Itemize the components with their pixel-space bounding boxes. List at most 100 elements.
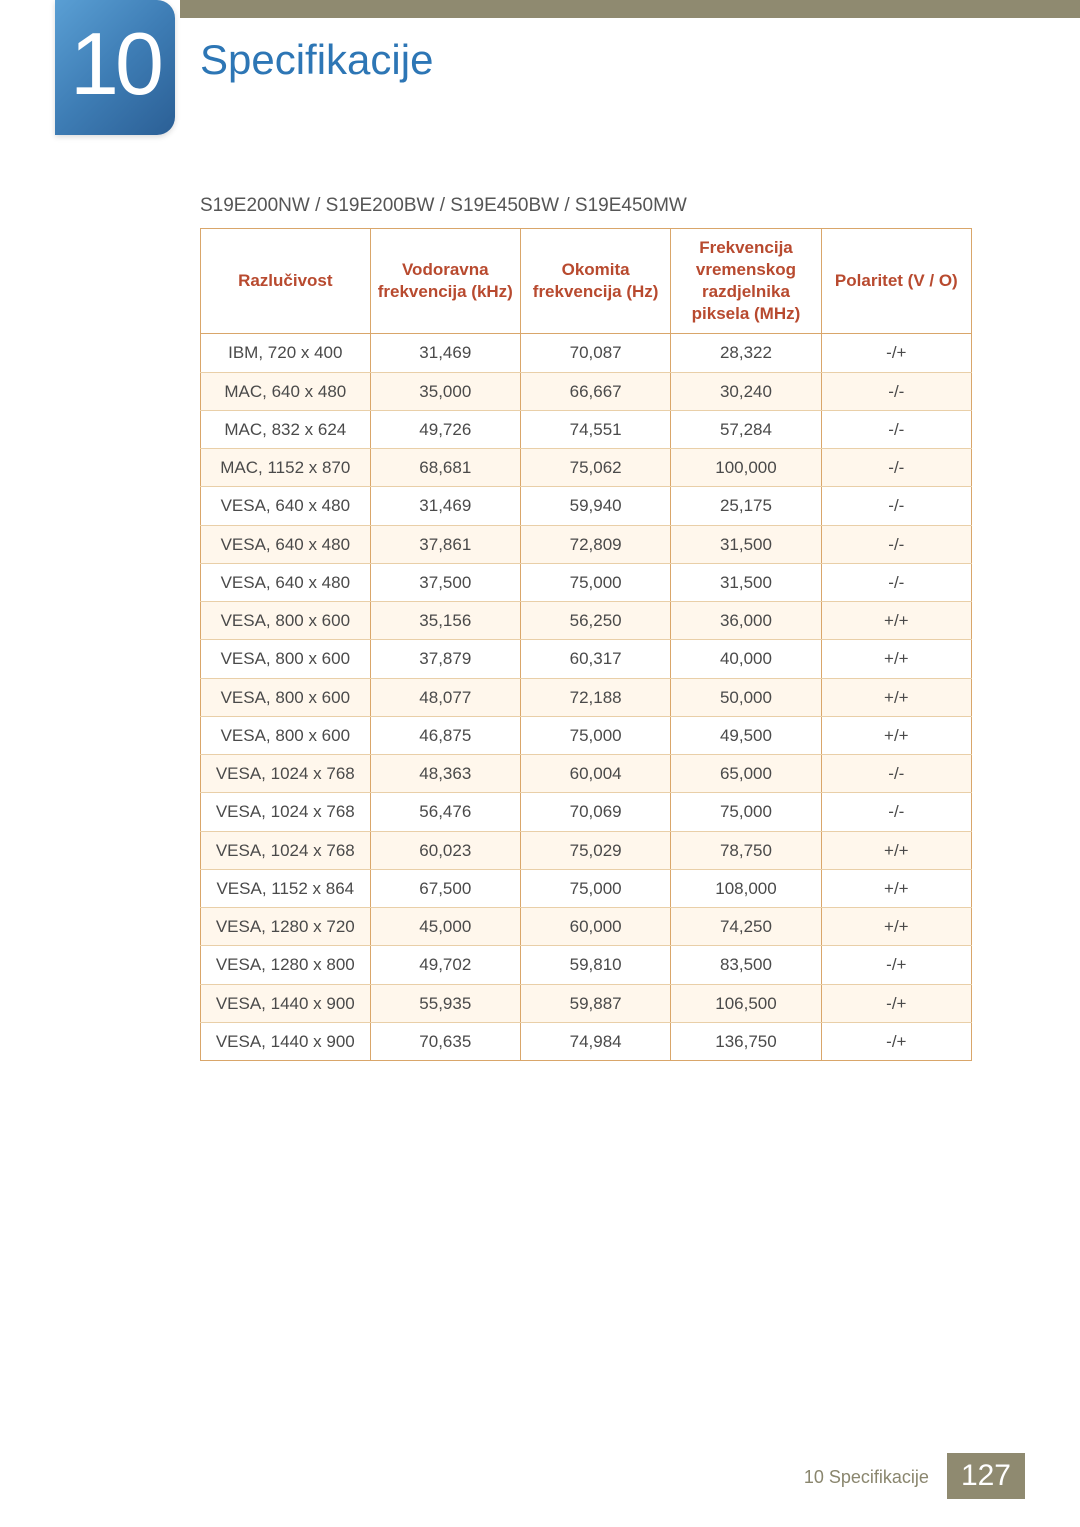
table-cell: 68,681: [370, 449, 520, 487]
table-row: VESA, 800 x 60035,15656,25036,000+/+: [201, 602, 972, 640]
col-polarity: Polaritet (V / O): [821, 229, 971, 334]
table-row: VESA, 1280 x 80049,70259,81083,500-/+: [201, 946, 972, 984]
table-cell: 37,879: [370, 640, 520, 678]
table-cell: 35,156: [370, 602, 520, 640]
table-cell: 40,000: [671, 640, 821, 678]
table-cell: -/-: [821, 449, 971, 487]
table-cell: 56,476: [370, 793, 520, 831]
table-cell: +/+: [821, 678, 971, 716]
table-cell: 59,810: [520, 946, 670, 984]
table-cell: 66,667: [520, 372, 670, 410]
table-row: VESA, 800 x 60037,87960,31740,000+/+: [201, 640, 972, 678]
table-cell: 31,500: [671, 525, 821, 563]
table-cell: MAC, 640 x 480: [201, 372, 371, 410]
table-cell: 57,284: [671, 410, 821, 448]
table-cell: 70,087: [520, 334, 670, 372]
table-cell: 78,750: [671, 831, 821, 869]
chapter-badge: 10: [55, 0, 175, 135]
table-cell: +/+: [821, 716, 971, 754]
table-row: VESA, 640 x 48037,50075,00031,500-/-: [201, 563, 972, 601]
table-cell: 60,317: [520, 640, 670, 678]
footer-label: 10 Specifikacije: [804, 1453, 947, 1499]
table-cell: 49,726: [370, 410, 520, 448]
table-cell: 83,500: [671, 946, 821, 984]
table-cell: -/+: [821, 334, 971, 372]
table-cell: 75,029: [520, 831, 670, 869]
table-row: VESA, 640 x 48031,46959,94025,175-/-: [201, 487, 972, 525]
table-cell: VESA, 800 x 600: [201, 640, 371, 678]
table-cell: +/+: [821, 831, 971, 869]
table-cell: 28,322: [671, 334, 821, 372]
table-cell: -/-: [821, 410, 971, 448]
table-cell: 108,000: [671, 869, 821, 907]
table-cell: 136,750: [671, 1022, 821, 1060]
table-cell: 75,000: [671, 793, 821, 831]
table-cell: 74,984: [520, 1022, 670, 1060]
footer-page-number: 127: [947, 1453, 1025, 1499]
table-cell: 37,861: [370, 525, 520, 563]
table-cell: VESA, 1024 x 768: [201, 793, 371, 831]
table-cell: 50,000: [671, 678, 821, 716]
table-cell: -/-: [821, 755, 971, 793]
table-cell: 46,875: [370, 716, 520, 754]
table-cell: -/-: [821, 793, 971, 831]
table-cell: -/+: [821, 984, 971, 1022]
table-cell: -/-: [821, 563, 971, 601]
table-cell: VESA, 640 x 480: [201, 563, 371, 601]
table-cell: 60,004: [520, 755, 670, 793]
table-cell: 31,469: [370, 334, 520, 372]
table-cell: 56,250: [520, 602, 670, 640]
table-cell: VESA, 1280 x 800: [201, 946, 371, 984]
table-row: IBM, 720 x 40031,46970,08728,322-/+: [201, 334, 972, 372]
table-row: VESA, 640 x 48037,86172,80931,500-/-: [201, 525, 972, 563]
page-title: Specifikacije: [200, 36, 433, 84]
table-cell: 49,500: [671, 716, 821, 754]
table-cell: 67,500: [370, 869, 520, 907]
table-cell: VESA, 800 x 600: [201, 716, 371, 754]
table-cell: IBM, 720 x 400: [201, 334, 371, 372]
table-cell: 59,887: [520, 984, 670, 1022]
table-cell: -/-: [821, 487, 971, 525]
table-cell: VESA, 1024 x 768: [201, 755, 371, 793]
table-cell: 70,069: [520, 793, 670, 831]
table-cell: 55,935: [370, 984, 520, 1022]
table-row: VESA, 1024 x 76856,47670,06975,000-/-: [201, 793, 972, 831]
table-row: VESA, 1024 x 76848,36360,00465,000-/-: [201, 755, 972, 793]
table-cell: MAC, 832 x 624: [201, 410, 371, 448]
table-cell: 45,000: [370, 908, 520, 946]
col-pixclock: Frekvencija vremenskog razdjelnika pikse…: [671, 229, 821, 334]
col-vfreq: Okomita frekvencija (Hz): [520, 229, 670, 334]
table-cell: -/-: [821, 525, 971, 563]
table-cell: 70,635: [370, 1022, 520, 1060]
table-cell: 37,500: [370, 563, 520, 601]
table-cell: VESA, 1440 x 900: [201, 984, 371, 1022]
table-cell: 36,000: [671, 602, 821, 640]
table-cell: 74,250: [671, 908, 821, 946]
table-cell: 31,469: [370, 487, 520, 525]
table-row: VESA, 1440 x 90055,93559,887106,500-/+: [201, 984, 972, 1022]
table-cell: 106,500: [671, 984, 821, 1022]
table-cell: +/+: [821, 602, 971, 640]
table-cell: 35,000: [370, 372, 520, 410]
table-cell: VESA, 1152 x 864: [201, 869, 371, 907]
spec-table: Razlučivost Vodoravna frekvencija (kHz) …: [200, 228, 972, 1061]
table-row: VESA, 1024 x 76860,02375,02978,750+/+: [201, 831, 972, 869]
table-cell: 75,000: [520, 869, 670, 907]
table-cell: MAC, 1152 x 870: [201, 449, 371, 487]
table-cell: VESA, 1024 x 768: [201, 831, 371, 869]
table-cell: VESA, 640 x 480: [201, 525, 371, 563]
table-cell: 25,175: [671, 487, 821, 525]
table-row: VESA, 1440 x 90070,63574,984136,750-/+: [201, 1022, 972, 1060]
table-cell: -/+: [821, 1022, 971, 1060]
table-cell: 75,000: [520, 563, 670, 601]
table-row: MAC, 640 x 48035,00066,66730,240-/-: [201, 372, 972, 410]
table-header-row: Razlučivost Vodoravna frekvencija (kHz) …: [201, 229, 972, 334]
model-list: S19E200NW / S19E200BW / S19E450BW / S19E…: [200, 195, 687, 217]
table-cell: 48,363: [370, 755, 520, 793]
table-cell: 100,000: [671, 449, 821, 487]
table-cell: VESA, 640 x 480: [201, 487, 371, 525]
table-cell: VESA, 1280 x 720: [201, 908, 371, 946]
top-accent-bar: [180, 0, 1080, 18]
col-hfreq: Vodoravna frekvencija (kHz): [370, 229, 520, 334]
table-cell: +/+: [821, 640, 971, 678]
